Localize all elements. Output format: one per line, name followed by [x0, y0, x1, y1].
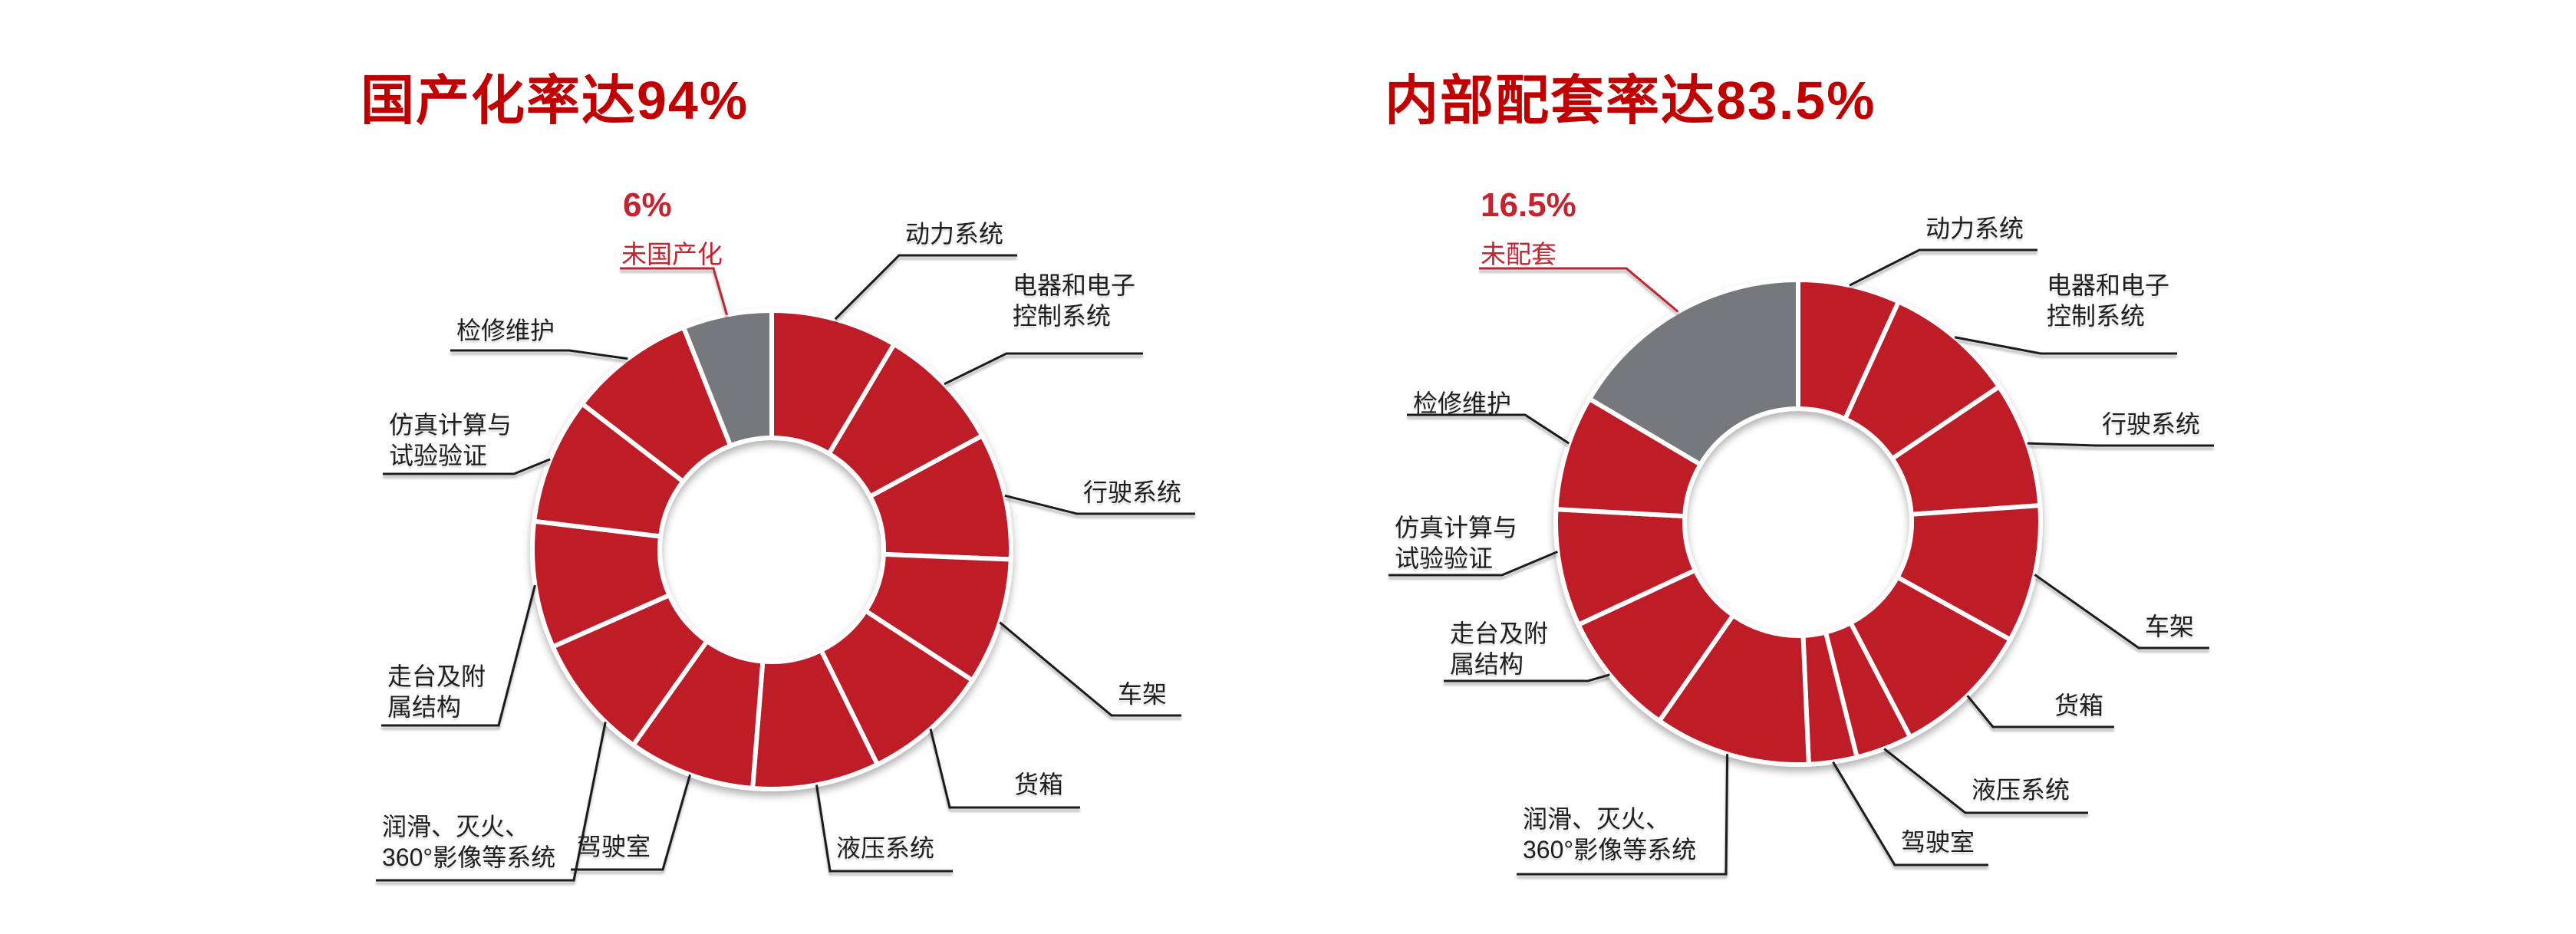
leader-line-0-10 — [450, 349, 628, 360]
slice-label-0-1: 电器和电子 控制系统 — [1013, 271, 1136, 330]
slice-label-1-4: 货箱 — [2054, 692, 2104, 719]
right-highlight-percent: 16.5% — [1481, 186, 1576, 224]
slice-label-0-8: 走台及附 属结构 — [387, 663, 486, 721]
slice-label-1-5: 液压系统 — [1972, 776, 2070, 804]
donut-slices-layer — [530, 277, 2043, 791]
highlight-leader-line-0 — [620, 267, 728, 315]
leader-line-1-2 — [2027, 442, 2214, 447]
highlight-leader-line-1 — [1479, 267, 1679, 313]
leader-line-0-2 — [1004, 494, 1195, 515]
leader-line-1-7 — [1517, 754, 1729, 876]
slice-label-0-6: 驾驶室 — [577, 833, 651, 860]
slice-label-1-8: 走台及附 属结构 — [1450, 620, 1549, 678]
slice-label-1-7: 润滑、灭火、 360°影像等系统 — [1523, 805, 1697, 863]
slice-label-1-1: 电器和电子 控制系统 — [2047, 271, 2170, 330]
leader-line-1-4 — [1966, 695, 2114, 728]
leader-line-0-0 — [834, 254, 1017, 321]
donut-slice-1-11 — [1586, 277, 1800, 468]
donut-slice-0-11 — [680, 307, 774, 449]
slice-label-0-0: 动力系统 — [905, 220, 1004, 248]
leader-line-1-0 — [1849, 248, 2037, 287]
leader-line-0-1 — [944, 352, 1143, 386]
leader-line-1-5 — [1883, 748, 2088, 814]
slice-label-1-9: 仿真计算与 试验验证 — [1395, 514, 1518, 572]
leader-line-1-3 — [2034, 574, 2209, 650]
leader-line-1-1 — [1954, 336, 2177, 355]
leader-lines-layer — [376, 248, 2214, 882]
slice-label-1-3: 车架 — [2145, 613, 2195, 640]
slice-label-1-10: 检修维护 — [1413, 390, 1512, 417]
leader-line-0-5 — [815, 784, 953, 873]
leader-line-1-8 — [1444, 673, 1610, 682]
leader-line-0-9 — [383, 458, 551, 475]
slice-label-0-7: 润滑、灭火、 360°影像等系统 — [382, 813, 556, 871]
slice-label-0-10: 检修维护 — [456, 317, 555, 344]
slice-label-1-2: 行驶系统 — [2102, 410, 2201, 438]
right-highlight-label: 未配套 — [1481, 240, 1556, 268]
left-highlight-percent: 6% — [623, 186, 672, 224]
left-chart-title: 国产化率达94% — [361, 71, 749, 130]
leader-line-0-8 — [381, 584, 536, 727]
slice-label-0-3: 车架 — [1118, 680, 1168, 708]
slice-label-0-4: 货箱 — [1014, 771, 1064, 798]
slice-label-0-5: 液压系统 — [836, 834, 935, 862]
leader-line-0-7 — [376, 722, 607, 882]
leader-line-0-3 — [999, 621, 1181, 717]
left-highlight-label: 未国产化 — [621, 240, 723, 268]
slice-label-1-6: 驾驶室 — [1901, 828, 1975, 856]
leader-line-1-6 — [1832, 761, 1988, 867]
leader-line-1-9 — [1388, 551, 1558, 577]
leader-line-1-10 — [1407, 413, 1570, 445]
slice-label-0-2: 行驶系统 — [1083, 479, 1182, 506]
slice-label-0-9: 仿真计算与 试验验证 — [389, 411, 512, 469]
right-chart-title: 内部配套率达83.5% — [1385, 71, 1876, 130]
leader-line-0-6 — [571, 774, 691, 871]
leader-line-0-4 — [929, 728, 1080, 809]
slice-label-1-0: 动力系统 — [1925, 215, 2024, 242]
